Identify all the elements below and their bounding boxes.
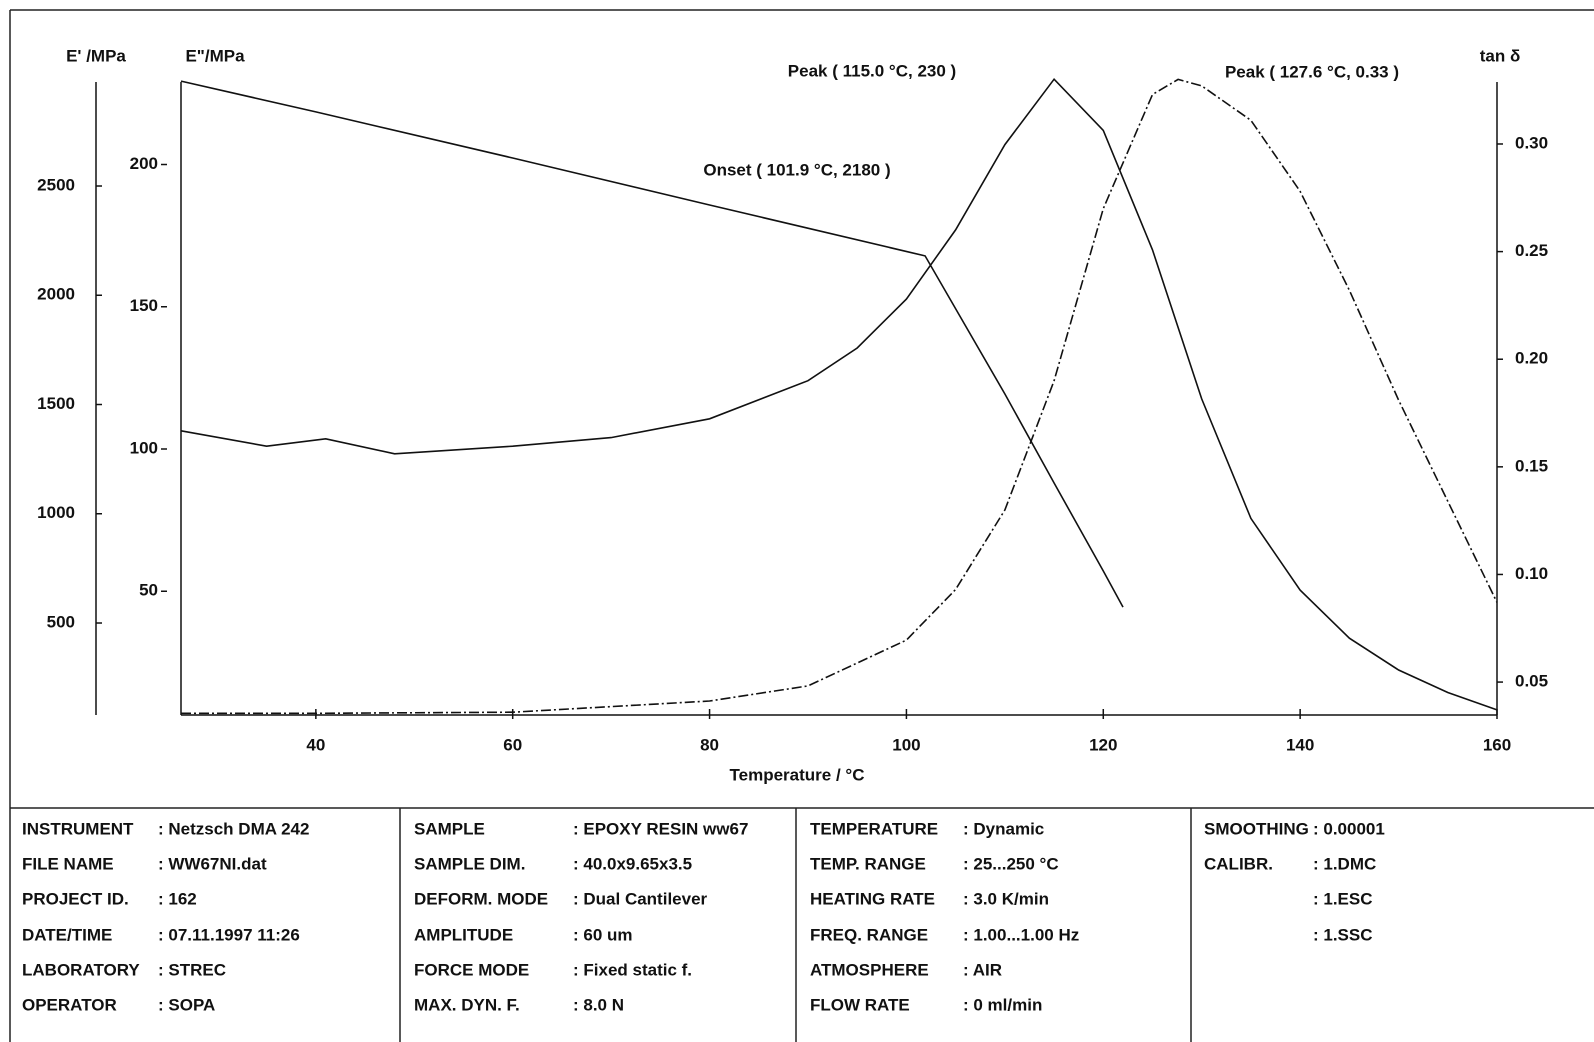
info-label: INSTRUMENT bbox=[22, 819, 134, 838]
info-label: SAMPLE bbox=[414, 819, 485, 838]
info-value: : Fixed static f. bbox=[573, 960, 692, 979]
info-value: : 0 ml/min bbox=[963, 995, 1042, 1014]
y-axis-label: E"/MPa bbox=[185, 46, 245, 65]
x-tick-label: 100 bbox=[892, 735, 920, 754]
info-label: TEMPERATURE bbox=[810, 819, 938, 838]
info-value: : Dynamic bbox=[963, 819, 1044, 838]
info-label: FREQ. RANGE bbox=[810, 925, 928, 944]
y-tick-label: 0.10 bbox=[1515, 564, 1548, 583]
info-value: : 1.ESC bbox=[1313, 889, 1373, 908]
x-axis-label: Temperature / °C bbox=[730, 765, 865, 784]
info-value: : 40.0x9.65x3.5 bbox=[573, 854, 692, 873]
info-value: : SOPA bbox=[158, 995, 215, 1014]
info-value: : 60 um bbox=[573, 925, 633, 944]
info-label: HEATING RATE bbox=[810, 889, 935, 908]
x-tick-label: 160 bbox=[1483, 735, 1511, 754]
info-label: FILE NAME bbox=[22, 854, 114, 873]
x-tick-label: 80 bbox=[700, 735, 719, 754]
info-label: LABORATORY bbox=[22, 960, 140, 979]
info-label: PROJECT ID. bbox=[22, 889, 129, 908]
annotation: Peak ( 127.6 °C, 0.33 ) bbox=[1225, 62, 1399, 81]
y-tick-label: 200 bbox=[130, 154, 158, 173]
y-tick-label: 0.25 bbox=[1515, 241, 1548, 260]
info-label: OPERATOR bbox=[22, 995, 117, 1014]
y-tick-label: 1000 bbox=[37, 503, 75, 522]
data-line bbox=[180, 77, 1498, 711]
annotation: Onset ( 101.9 °C, 2180 ) bbox=[703, 160, 890, 179]
y-axis-label: tan δ bbox=[1480, 46, 1521, 65]
info-label: DATE/TIME bbox=[22, 925, 112, 944]
info-value: : Netzsch DMA 242 bbox=[158, 819, 309, 838]
info-label: SMOOTHING bbox=[1204, 819, 1309, 838]
data-line bbox=[181, 78, 1498, 715]
x-tick-label: 140 bbox=[1286, 735, 1314, 754]
y-tick-label: 2000 bbox=[37, 285, 75, 304]
y-tick-label: 0.05 bbox=[1515, 672, 1548, 691]
info-label: DEFORM. MODE bbox=[414, 889, 548, 908]
info-value: : EPOXY RESIN ww67 bbox=[573, 819, 748, 838]
x-tick-label: 40 bbox=[306, 735, 325, 754]
info-label: TEMP. RANGE bbox=[810, 854, 926, 873]
y-tick-label: 150 bbox=[130, 296, 158, 315]
info-value: : 162 bbox=[158, 889, 197, 908]
annotation: Peak ( 115.0 °C, 230 ) bbox=[788, 61, 956, 80]
y-tick-label: 0.15 bbox=[1515, 456, 1548, 475]
info-label: FLOW RATE bbox=[810, 995, 910, 1014]
info-value: : 1.DMC bbox=[1313, 854, 1376, 873]
info-label: MAX. DYN. F. bbox=[414, 995, 520, 1014]
data-line bbox=[180, 80, 1124, 608]
x-tick-label: 120 bbox=[1089, 735, 1117, 754]
info-label: ATMOSPHERE bbox=[810, 960, 929, 979]
y-tick-label: 0.20 bbox=[1515, 349, 1548, 368]
y-tick-label: 0.30 bbox=[1515, 133, 1548, 152]
info-label: SAMPLE DIM. bbox=[414, 854, 525, 873]
y-tick-label: 100 bbox=[130, 438, 158, 457]
info-value: : 1.00...1.00 Hz bbox=[963, 925, 1079, 944]
info-value: : 8.0 N bbox=[573, 995, 624, 1014]
info-value: : WW67NI.dat bbox=[158, 854, 267, 873]
info-value: : AIR bbox=[963, 960, 1002, 979]
info-label: CALIBR. bbox=[1204, 854, 1273, 873]
info-value: : 1.SSC bbox=[1313, 925, 1373, 944]
x-tick-label: 60 bbox=[503, 735, 522, 754]
info-value: : 25...250 °C bbox=[963, 854, 1059, 873]
info-value: : Dual Cantilever bbox=[573, 889, 708, 908]
y-tick-label: 50 bbox=[139, 581, 158, 600]
info-value: : 07.11.1997 11:26 bbox=[158, 925, 300, 944]
info-value: : 0.00001 bbox=[1313, 819, 1385, 838]
info-label: FORCE MODE bbox=[414, 960, 529, 979]
y-tick-label: 2500 bbox=[37, 175, 75, 194]
y-axis-label: E' /MPa bbox=[66, 46, 126, 65]
y-tick-label: 1500 bbox=[37, 394, 75, 413]
info-label: AMPLITUDE bbox=[414, 925, 513, 944]
info-value: : 3.0 K/min bbox=[963, 889, 1049, 908]
info-value: : STREC bbox=[158, 960, 226, 979]
y-tick-label: 500 bbox=[47, 612, 75, 631]
